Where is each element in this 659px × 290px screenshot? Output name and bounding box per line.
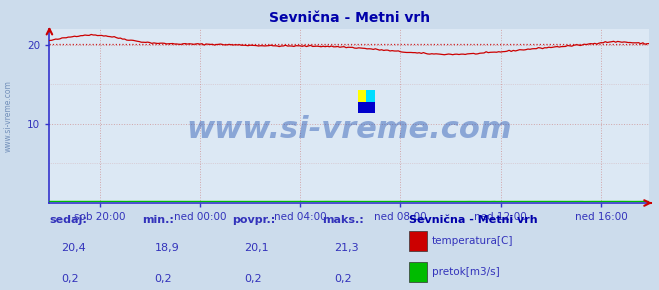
Text: www.si-vreme.com: www.si-vreme.com [3,80,13,152]
Bar [409,231,427,251]
Bar [366,90,375,102]
Text: 21,3: 21,3 [334,243,359,253]
Text: 0,2: 0,2 [61,274,79,284]
Text: www.si-vreme.com: www.si-vreme.com [186,115,512,144]
Text: Sevnična - Metni vrh: Sevnična - Metni vrh [409,215,538,225]
Text: 0,2: 0,2 [334,274,352,284]
Text: pretok[m3/s]: pretok[m3/s] [432,267,500,277]
Text: povpr.:: povpr.: [233,215,275,225]
Text: 20,1: 20,1 [244,243,269,253]
Bar [358,90,368,102]
Text: 18,9: 18,9 [154,243,179,253]
Text: 0,2: 0,2 [244,274,262,284]
Text: min.:: min.: [142,215,174,225]
Text: 0,2: 0,2 [154,274,172,284]
Bar [358,102,375,113]
Text: 20,4: 20,4 [61,243,86,253]
Text: sedaj:: sedaj: [49,215,87,225]
Title: Sevnična - Metni vrh: Sevnična - Metni vrh [269,11,430,25]
Text: temperatura[C]: temperatura[C] [432,236,513,246]
Text: maks.:: maks.: [322,215,364,225]
Bar [409,262,427,282]
